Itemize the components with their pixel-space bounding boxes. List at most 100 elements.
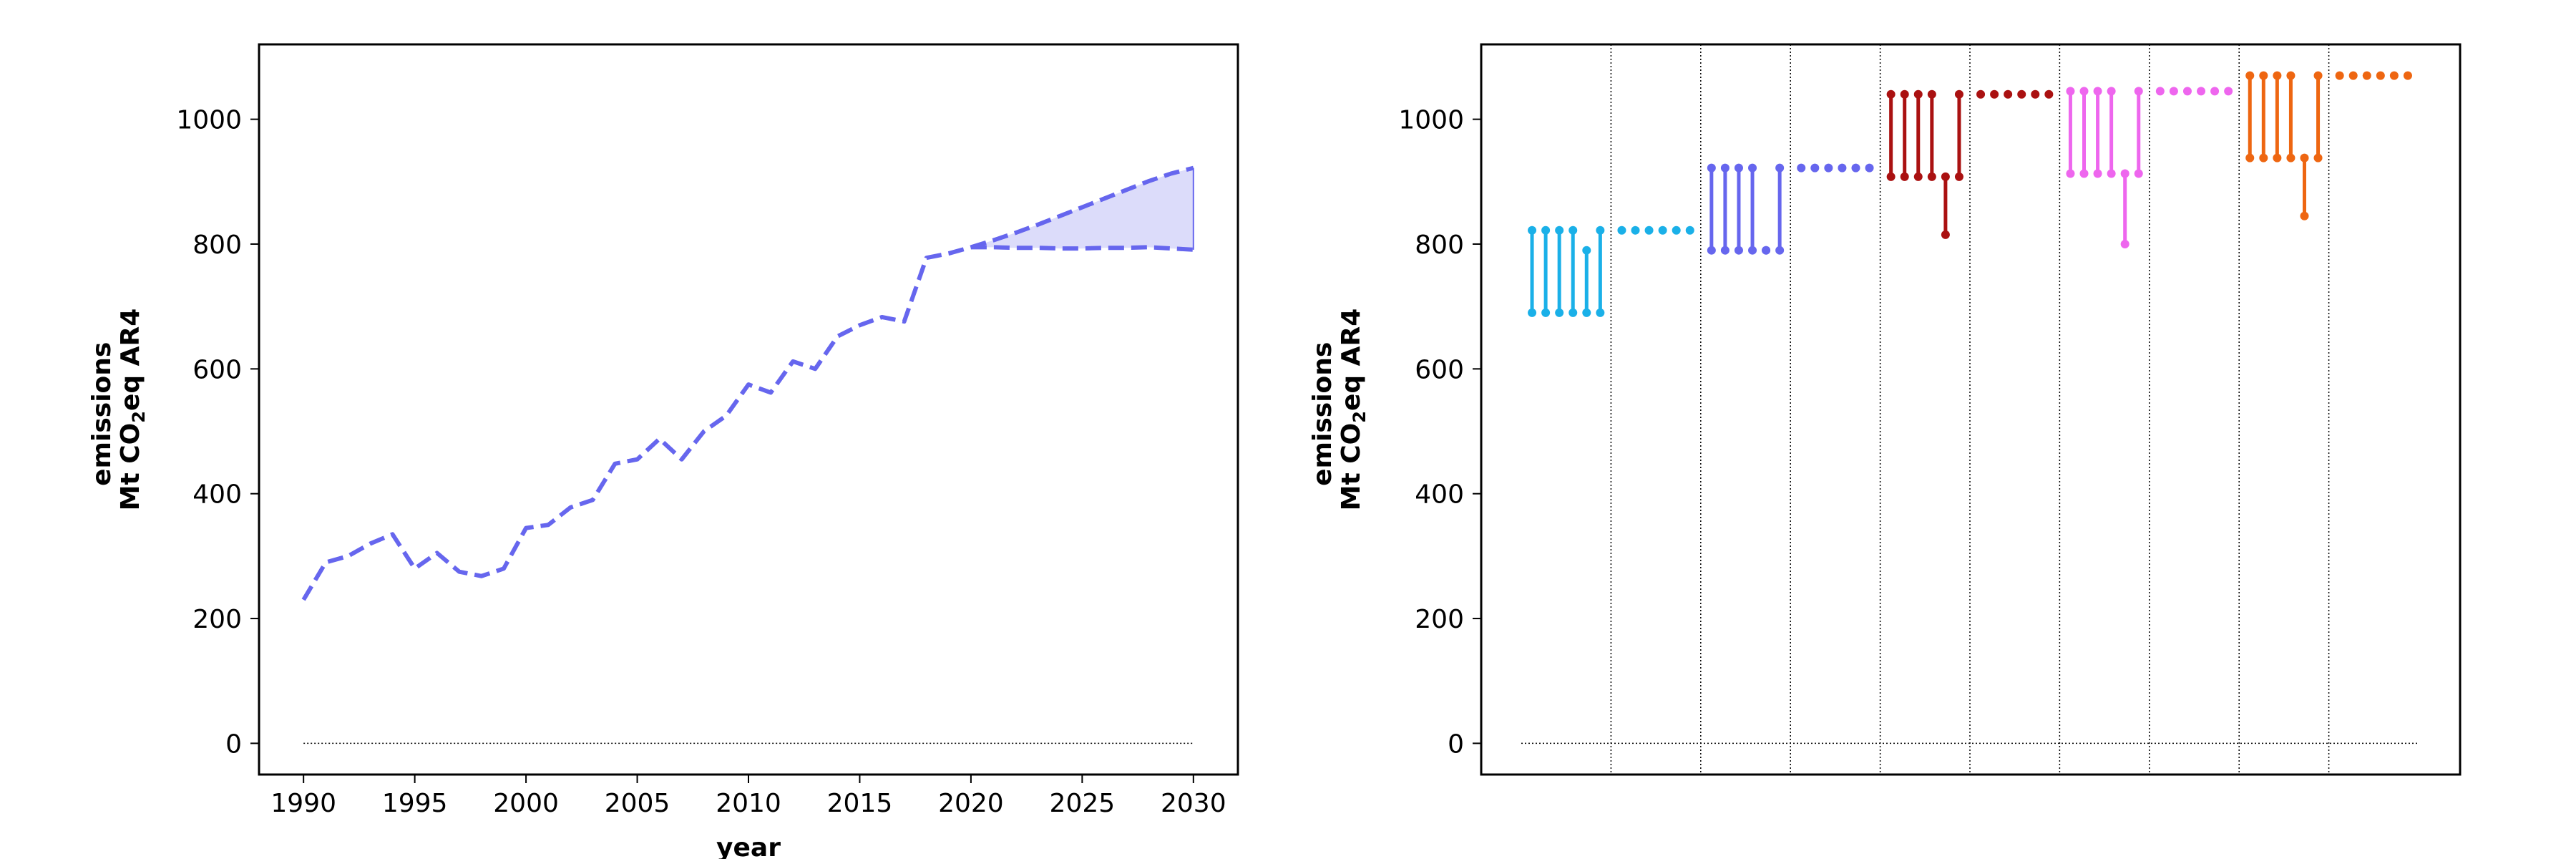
left-panel: 1990 1995 2000 2005 2010 2015 2020 2025 2030 020… xyxy=(87,43,1239,859)
range-min-point xyxy=(2120,239,2129,248)
value-point xyxy=(2017,89,2026,99)
range-max-point xyxy=(1555,225,1564,235)
value-point xyxy=(2182,87,2192,96)
value-point xyxy=(1810,163,1820,173)
range-min-point xyxy=(1734,246,1743,255)
value-point xyxy=(2197,87,2206,96)
value-point xyxy=(1838,163,1847,173)
value-point xyxy=(2403,71,2412,80)
value-point xyxy=(2031,89,2040,99)
range-max-point xyxy=(1720,163,1729,173)
projection-upper-line xyxy=(970,165,1194,250)
range-min-point xyxy=(1900,172,1909,181)
range-max-point xyxy=(1954,89,1963,99)
range-max-point xyxy=(2107,87,2116,96)
value-point xyxy=(2210,87,2220,96)
range-max-point xyxy=(2273,71,2282,80)
y-tick-label: 200 xyxy=(1415,605,1464,634)
range-max-point xyxy=(1886,89,1896,99)
value-point xyxy=(2362,71,2371,80)
right-y-axis-unit-sub: 2 xyxy=(1350,411,1370,423)
range-max-point xyxy=(1775,163,1785,173)
y-tick-label: 0 xyxy=(225,729,242,759)
range-max-point xyxy=(1734,163,1743,173)
range-min-point xyxy=(2107,169,2116,178)
range-min-point xyxy=(1582,308,1591,317)
range-max-point xyxy=(1596,225,1605,235)
left-x-axis-label: year xyxy=(716,833,781,859)
right-y-axis-label-line2: Mt CO2eq AR4 xyxy=(1337,309,1370,511)
value-point xyxy=(1990,89,1999,99)
value-point xyxy=(2389,71,2399,80)
range-min-point xyxy=(1927,172,1936,181)
left-y-axis-label-line1: emissions xyxy=(87,342,117,486)
left-y-ticks: 0 200 400 600 800 1000 xyxy=(176,106,259,759)
range-min-point xyxy=(1555,308,1564,317)
value-point xyxy=(1976,89,1986,99)
range-max-point xyxy=(2079,87,2089,96)
value-point xyxy=(1631,225,1640,235)
x-tick-label: 1990 xyxy=(270,789,336,818)
left-y-axis-unit-sub: 2 xyxy=(129,411,149,423)
range-min-point xyxy=(1707,246,1716,255)
x-tick-label: 2030 xyxy=(1161,789,1226,818)
value-point xyxy=(1658,225,1667,235)
range-min-point xyxy=(2273,153,2282,162)
value-point xyxy=(1824,163,1833,173)
value-point xyxy=(1865,163,1874,173)
y-tick-label: 800 xyxy=(1415,230,1464,260)
value-point xyxy=(2169,87,2178,96)
range-min-point xyxy=(1720,246,1729,255)
value-point xyxy=(2004,89,2013,99)
range-min-point xyxy=(2286,153,2296,162)
y-tick-label: 800 xyxy=(192,230,242,260)
range-min-point xyxy=(1748,246,1757,255)
right-y-ticks: 0 200 400 600 800 1000 xyxy=(1398,106,1481,759)
range-max-point xyxy=(2093,87,2102,96)
value-point xyxy=(2348,71,2358,80)
range-max-point xyxy=(2120,169,2129,178)
value-point xyxy=(2376,71,2385,80)
right-axes-frame xyxy=(1480,43,2462,776)
right-panel: 0 200 400 600 800 1000 emissions Mt CO2eq AR4 xyxy=(1308,43,2462,776)
range-max-point xyxy=(2245,71,2255,80)
range-min-point xyxy=(2245,153,2255,162)
y-tick-label: 600 xyxy=(1415,355,1464,384)
value-point xyxy=(1617,225,1626,235)
projection-lower-line xyxy=(970,245,1194,252)
value-point xyxy=(2335,71,2344,80)
range-max-point xyxy=(1541,225,1551,235)
range-max-point xyxy=(2066,87,2075,96)
value-point xyxy=(1685,225,1694,235)
range-max-point xyxy=(2300,153,2309,162)
x-tick-label: 2020 xyxy=(938,789,1004,818)
y-tick-label: 400 xyxy=(192,480,242,510)
value-point xyxy=(1672,225,1681,235)
range-min-point xyxy=(1775,246,1785,255)
range-min-point xyxy=(1528,308,1537,317)
range-max-point xyxy=(1927,89,1936,99)
y-tick-label: 600 xyxy=(192,355,242,384)
y-tick-label: 1000 xyxy=(1398,106,1464,135)
value-point xyxy=(1644,225,1654,235)
right-y-axis-unit-b: eq AR4 xyxy=(1337,309,1366,411)
left-plot-area xyxy=(301,165,1194,744)
left-axes-frame xyxy=(258,43,1239,776)
right-y-axis-label: emissions Mt CO2eq AR4 xyxy=(1308,309,1370,511)
x-tick-label: 2000 xyxy=(493,789,559,818)
range-min-point xyxy=(2134,169,2143,178)
value-point xyxy=(1851,163,1860,173)
range-min-point xyxy=(1596,308,1605,317)
range-min-point xyxy=(1913,172,1923,181)
value-point xyxy=(1797,163,1806,173)
y-tick-label: 200 xyxy=(192,605,242,634)
left-y-axis-label-line2: Mt CO2eq AR4 xyxy=(116,309,149,511)
range-max-point xyxy=(1707,163,1716,173)
y-tick-label: 0 xyxy=(1448,729,1464,759)
range-min-point xyxy=(2066,169,2075,178)
range-max-point xyxy=(1900,89,1909,99)
range-min-point xyxy=(2093,169,2102,178)
x-tick-label: 2015 xyxy=(827,789,893,818)
range-max-point xyxy=(1941,172,1950,181)
